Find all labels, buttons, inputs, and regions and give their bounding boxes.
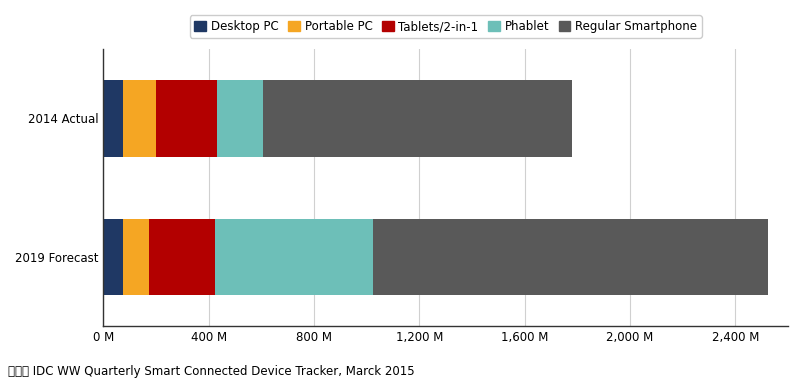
Bar	[103, 80, 123, 157]
Legend: Desktop PC, Portable PC, Tablets/2-in-1, Phablet, Regular Smartphone: Desktop PC, Portable PC, Tablets/2-in-1,…	[189, 15, 701, 38]
Bar	[217, 80, 262, 157]
Bar	[156, 80, 217, 157]
Bar	[215, 219, 373, 295]
Text: 자료： IDC WW Quarterly Smart Connected Device Tracker, Marck 2015: 자료： IDC WW Quarterly Smart Connected Dev…	[8, 365, 414, 378]
Bar	[103, 219, 123, 295]
Bar	[262, 80, 571, 157]
Bar	[149, 219, 215, 295]
Bar	[123, 219, 149, 295]
Bar	[123, 80, 156, 157]
Bar	[373, 219, 768, 295]
